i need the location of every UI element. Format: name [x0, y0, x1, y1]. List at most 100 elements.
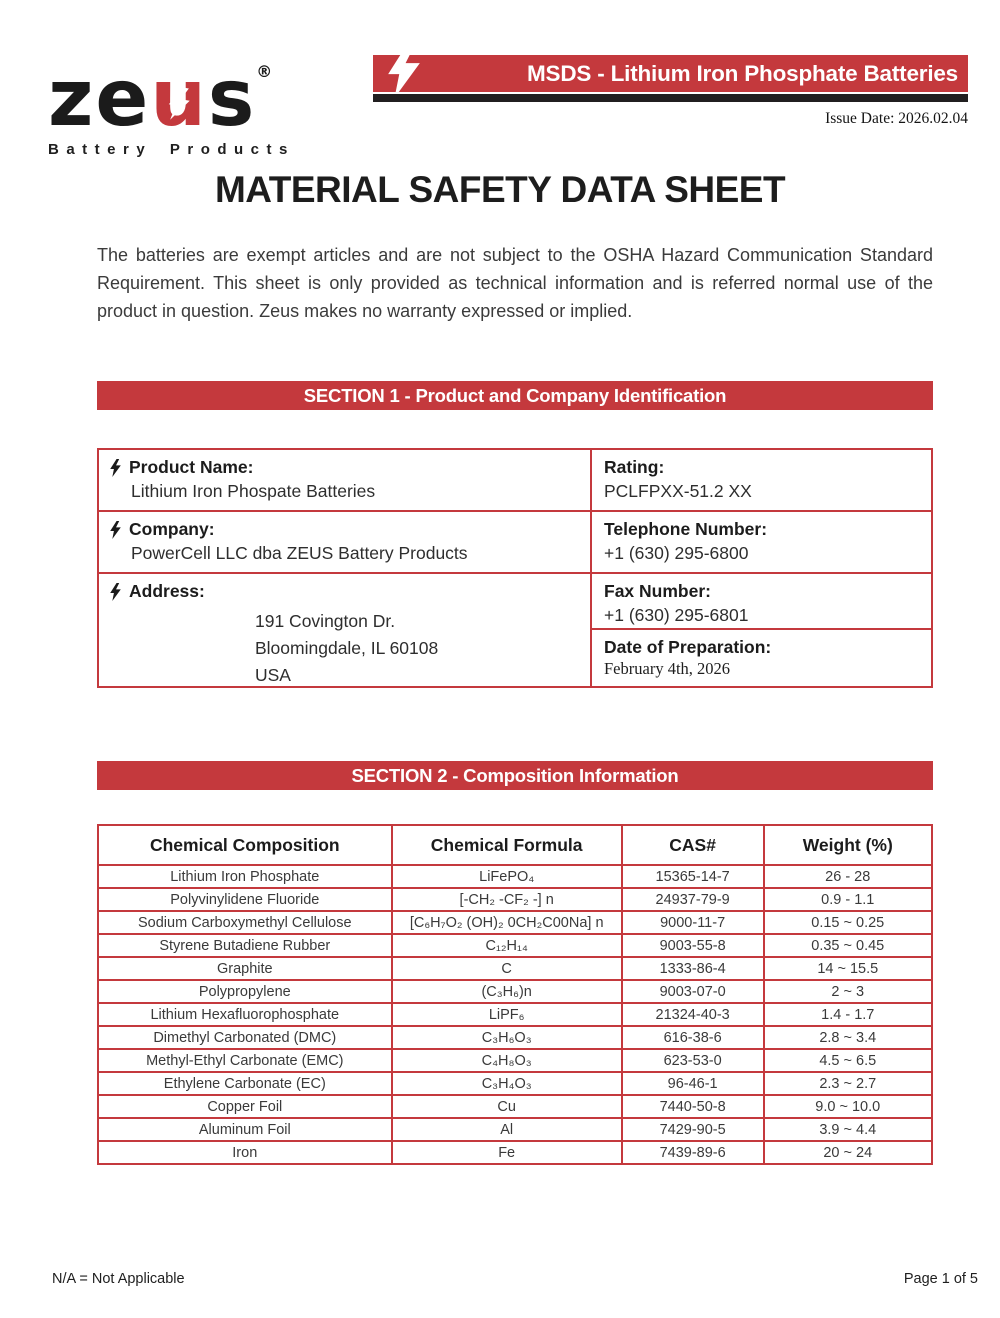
column-header: Weight (%) — [762, 824, 934, 866]
table-row: Polypropylene (C₃H₆)n 9003-07-0 2 ~ 3 — [97, 979, 934, 1004]
table-cell: LiPF₆ — [390, 1002, 623, 1027]
composition-table: Chemical Composition Chemical Formula CA… — [97, 824, 934, 1165]
table-cell: 0.15 ~ 0.25 — [762, 910, 934, 935]
address-line: Bloomingdale, IL 60108 — [255, 638, 439, 658]
telephone-label: Telephone Number: — [604, 519, 768, 539]
table-cell: 2 ~ 3 — [762, 979, 934, 1004]
issue-date: Issue Date: 2026.02.04 — [825, 110, 968, 127]
table-cell: Al — [390, 1117, 623, 1142]
fax-label: Fax Number: — [604, 581, 711, 601]
table-cell: Styrene Butadiene Rubber — [97, 933, 393, 958]
section2-banner: SECTION 2 - Composition Information — [97, 761, 933, 790]
table-cell: Graphite — [97, 956, 393, 981]
wordmark-s: s — [207, 54, 257, 144]
table-cell: 2.8 ~ 3.4 — [762, 1025, 934, 1050]
table-row: Aluminum Foil Al 7429-90-5 3.9 ~ 4.4 — [97, 1117, 934, 1142]
header-banner-title: MSDS - Lithium Iron Phosphate Batteries — [527, 61, 958, 86]
address-lines: 191 Covington Dr. Bloomingdale, IL 60108… — [255, 608, 580, 686]
table-cell: 3.9 ~ 4.4 — [762, 1117, 934, 1142]
table-cell: 14 ~ 15.5 — [762, 956, 934, 981]
column-header: Chemical Composition — [97, 824, 393, 866]
table-cell: 623-53-0 — [620, 1048, 765, 1073]
rating-cell: Rating: PCLFPXX-51.2 XX — [592, 450, 931, 510]
lightning-bolt-icon — [388, 44, 420, 98]
address-label: Address: — [109, 581, 580, 602]
table-row: Methyl-Ethyl Carbonate (EMC) C₄H₈O₃ 623-53… — [97, 1048, 934, 1073]
table-cell: 9003-55-8 — [620, 933, 765, 958]
table-cell: 26 - 28 — [762, 864, 934, 889]
table-cell: Lithium Iron Phosphate — [97, 864, 393, 889]
table-cell: 9003-07-0 — [620, 979, 765, 1004]
table-cell: Ethylene Carbonate (EC) — [97, 1071, 393, 1096]
table-cell: Polyvinylidene Fluoride — [97, 887, 393, 912]
product-name-value: Lithium Iron Phospate Batteries — [131, 481, 376, 501]
address-line: USA — [255, 665, 291, 685]
intro-paragraph: The batteries are exempt articles and ar… — [97, 245, 933, 321]
table-cell: C₃H₆O₃ — [390, 1025, 623, 1050]
table-cell: 1333-86-4 — [620, 956, 765, 981]
table-cell: 21324-40-3 — [620, 1002, 765, 1027]
section1-banner: SECTION 1 - Product and Company Identifi… — [97, 381, 933, 410]
table-cell: 1.4 - 1.7 — [762, 1002, 934, 1027]
header-black-strip — [373, 94, 968, 102]
table-cell: 7440-50-8 — [620, 1094, 765, 1119]
table-row: Sodium Carboxymethyl Cellulose [C₆H₇O₂ (O… — [97, 910, 934, 935]
table-cell: C — [390, 956, 623, 981]
rating-label: Rating: — [604, 457, 665, 477]
wordmark-u: u — [150, 60, 208, 138]
table-cell: 20 ~ 24 — [762, 1140, 934, 1165]
column-header: CAS# — [620, 824, 765, 866]
table-cell: 0.35 ~ 0.45 — [762, 933, 934, 958]
table-cell: (C₃H₆)n — [390, 979, 623, 1004]
table-cell: Copper Foil — [97, 1094, 393, 1119]
table-cell: 4.5 ~ 6.5 — [762, 1048, 934, 1073]
wordmark-ze: ze — [48, 54, 151, 144]
company-value: PowerCell LLC dba ZEUS Battery Products — [131, 543, 468, 563]
table-cell: Polypropylene — [97, 979, 393, 1004]
table-cell: 24937-79-9 — [620, 887, 765, 912]
zeus-wordmark: zeus® — [48, 34, 308, 138]
column-header: Chemical Formula — [390, 824, 623, 866]
table-cell: C₁₂H₁₄ — [390, 933, 623, 958]
lightning-bolt-icon — [168, 87, 190, 120]
table-cell: C₃H₄O₃ — [390, 1071, 623, 1096]
table-cell: 2.3 ~ 2.7 — [762, 1071, 934, 1096]
table-row: Dimethyl Carbonated (DMC) C₃H₆O₃ 616-38-6 2… — [97, 1025, 934, 1050]
product-name-label: Product Name: — [109, 457, 580, 478]
table-cell: C₄H₈O₃ — [390, 1048, 623, 1073]
fax-cell: Fax Number: +1 (630) 295-6801 — [592, 574, 931, 628]
page-title: MATERIAL SAFETY DATA SHEET — [214, 169, 786, 210]
table-cell: [-CH₂ -CF₂ -] n — [390, 887, 623, 912]
preparation-date-cell: Date of Preparation: February 4th, 2026 — [592, 630, 931, 686]
zeus-logo: zeus® Battery Products — [48, 34, 308, 158]
company-cell: Company: PowerCell LLC dba ZEUS Battery … — [99, 512, 590, 572]
table-cell: Fe — [390, 1140, 623, 1165]
table-cell: 9000-11-7 — [620, 910, 765, 935]
table-row: Polyvinylidene Fluoride [-CH₂ -CF₂ -] n 24… — [97, 887, 934, 912]
table-row: Copper Foil Cu 7440-50-8 9.0 ~ 10.0 — [97, 1094, 934, 1119]
section1-table: Product Name: Lithium Iron Phospate Batt… — [97, 448, 933, 688]
table-cell: LiFePO₄ — [390, 864, 623, 889]
table-cell: 7429-90-5 — [620, 1117, 765, 1142]
table-cell: 7439-89-6 — [620, 1140, 765, 1165]
telephone-value: +1 (630) 295-6800 — [604, 543, 749, 563]
fax-value: +1 (630) 295-6801 — [604, 605, 749, 625]
lightning-bolt-icon — [109, 520, 122, 539]
company-label: Company: — [109, 519, 580, 540]
table-cell: Aluminum Foil — [97, 1117, 393, 1142]
table-cell: Lithium Hexafluorophosphate — [97, 1002, 393, 1027]
table-cell: 616-38-6 — [620, 1025, 765, 1050]
table-cell: 0.9 - 1.1 — [762, 887, 934, 912]
table-cell: Dimethyl Carbonated (DMC) — [97, 1025, 393, 1050]
table-row: Lithium Hexafluorophosphate LiPF₆ 21324-40… — [97, 1002, 934, 1027]
table-row: Iron Fe 7439-89-6 20 ~ 24 — [97, 1140, 934, 1165]
table-row: Lithium Iron Phosphate LiFePO₄ 15365-14-7 2… — [97, 864, 934, 889]
product-name-cell: Product Name: Lithium Iron Phospate Batt… — [99, 450, 590, 510]
preparation-date-label: Date of Preparation: — [604, 637, 772, 657]
table-cell: Sodium Carboxymethyl Cellulose — [97, 910, 393, 935]
telephone-cell: Telephone Number: +1 (630) 295-6800 — [592, 512, 931, 572]
table-row: Styrene Butadiene Rubber C₁₂H₁₄ 9003-55-8 0… — [97, 933, 934, 958]
rating-value: PCLFPXX-51.2 XX — [604, 481, 752, 501]
table-cell: Methyl-Ethyl Carbonate (EMC) — [97, 1048, 393, 1073]
table-cell: 15365-14-7 — [620, 864, 765, 889]
